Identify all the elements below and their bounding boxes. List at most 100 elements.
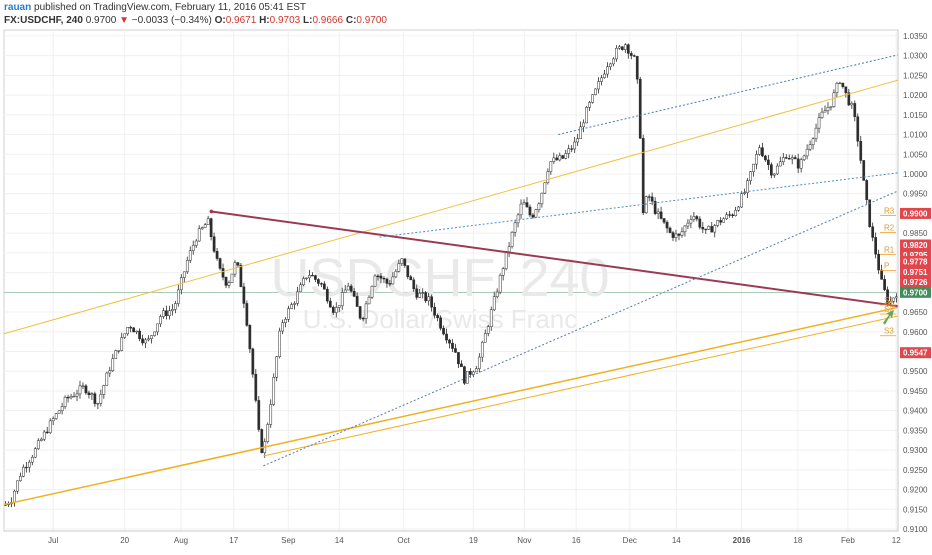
candle-body [114, 350, 118, 359]
candle-body [325, 288, 329, 302]
candle-body [388, 283, 392, 285]
candle-body [683, 225, 687, 233]
candle-body [752, 163, 755, 172]
open-label: O: [214, 15, 226, 26]
candle-body [254, 374, 258, 401]
chart-area[interactable]: USDCHF, 240 U.S. Dollar/Swiss Franc R3 R2… [0, 28, 932, 550]
candle-body [364, 303, 368, 319]
candle-body [528, 206, 532, 216]
candle-body [883, 279, 886, 290]
candle-body [695, 216, 699, 220]
candle-body [612, 58, 615, 65]
pivot-label: R2 [884, 223, 895, 232]
candle-body [525, 202, 529, 208]
candle-body [519, 203, 523, 216]
price-tick-label: 0.9400 [903, 407, 928, 416]
publish-line: rauan published on TradingView.com, Febr… [4, 2, 306, 13]
price-tick-label: 0.9600 [903, 328, 928, 337]
price-chart[interactable]: USDCHF, 240 U.S. Dollar/Swiss Franc R3R2… [0, 28, 932, 550]
candle-body [123, 333, 127, 338]
candle-body [111, 358, 115, 371]
candle-body [823, 110, 827, 113]
candle-body [54, 413, 58, 419]
candle-body [474, 368, 478, 373]
candle-body [245, 303, 249, 326]
candle-body [483, 333, 487, 343]
candle-body [767, 159, 770, 165]
candle-body [758, 147, 761, 155]
candle-body [513, 222, 517, 233]
time-tick-label: 14 [672, 536, 681, 545]
candle-body [302, 278, 305, 286]
candle-body [618, 46, 621, 49]
candle-body [30, 456, 34, 463]
candle-body [579, 126, 582, 139]
candle-body [51, 418, 55, 422]
candle-body [844, 86, 848, 93]
candle-body [895, 296, 898, 299]
candle-body [713, 225, 717, 233]
time-axis[interactable]: Jul 20 Aug 17 Sep 14 Oct 19 Nov 16 Dec 14 2016 18 Feb 1… [4, 530, 901, 545]
candle-body [704, 228, 708, 231]
price-tick-label: 0.9200 [903, 486, 928, 495]
candles [4, 43, 898, 508]
author-link[interactable]: rauan [4, 2, 32, 13]
candle-body [561, 155, 565, 159]
open-value: 0.9671 [225, 15, 257, 26]
time-tick-label: Dec [623, 536, 637, 545]
candle-body [540, 192, 544, 205]
price-tick-label: 1.0350 [903, 32, 928, 41]
candle-body [692, 216, 696, 220]
candle-body [448, 339, 451, 344]
trendlines[interactable] [3, 54, 899, 506]
candle-body [212, 236, 216, 252]
candle-body [549, 161, 553, 172]
candle-body [153, 331, 156, 336]
candle-body [442, 328, 445, 335]
candle-body [790, 157, 794, 160]
low-label: L: [303, 15, 313, 26]
trendline [263, 315, 899, 457]
price-tag-text: 0.9820 [903, 241, 928, 250]
candle-body [290, 304, 293, 309]
candle-body [558, 155, 562, 161]
candle-body [498, 275, 502, 293]
candle-body [647, 196, 651, 198]
pivot-label: R1 [884, 245, 895, 254]
candle-body [293, 303, 296, 305]
candle-body [507, 246, 511, 252]
candle-body [772, 173, 776, 176]
candle-body [743, 192, 746, 194]
candle-body [63, 396, 67, 407]
candle-body [710, 226, 714, 233]
candle-body [814, 127, 818, 139]
candle-body [892, 297, 895, 302]
candle-body [221, 268, 225, 278]
candle-body [588, 102, 591, 108]
candle-body [862, 160, 866, 181]
candle-body [13, 490, 16, 503]
price-tick-label: 0.9850 [903, 229, 928, 238]
candle-body [135, 330, 138, 333]
candle-body [656, 211, 660, 214]
trendline [379, 172, 899, 238]
candle-body [78, 385, 82, 395]
price-tick-label: 1.0000 [903, 170, 928, 179]
candle-body [391, 276, 395, 285]
candle-body [641, 138, 645, 214]
candle-body [868, 199, 872, 227]
candle-body [728, 214, 731, 216]
candle-body [486, 326, 490, 334]
candle-body [570, 148, 574, 150]
candle-body [600, 77, 603, 82]
candle-body [370, 285, 374, 298]
candle-body [305, 277, 308, 279]
candle-body [764, 155, 767, 161]
candle-body [492, 296, 496, 311]
candle-body [725, 214, 728, 220]
candle-body [281, 322, 284, 332]
candle-body [674, 233, 678, 238]
last-price: 0.9700 [85, 15, 117, 26]
candle-body [662, 218, 666, 223]
publish-info: published on TradingView.com, February 1… [34, 2, 307, 13]
